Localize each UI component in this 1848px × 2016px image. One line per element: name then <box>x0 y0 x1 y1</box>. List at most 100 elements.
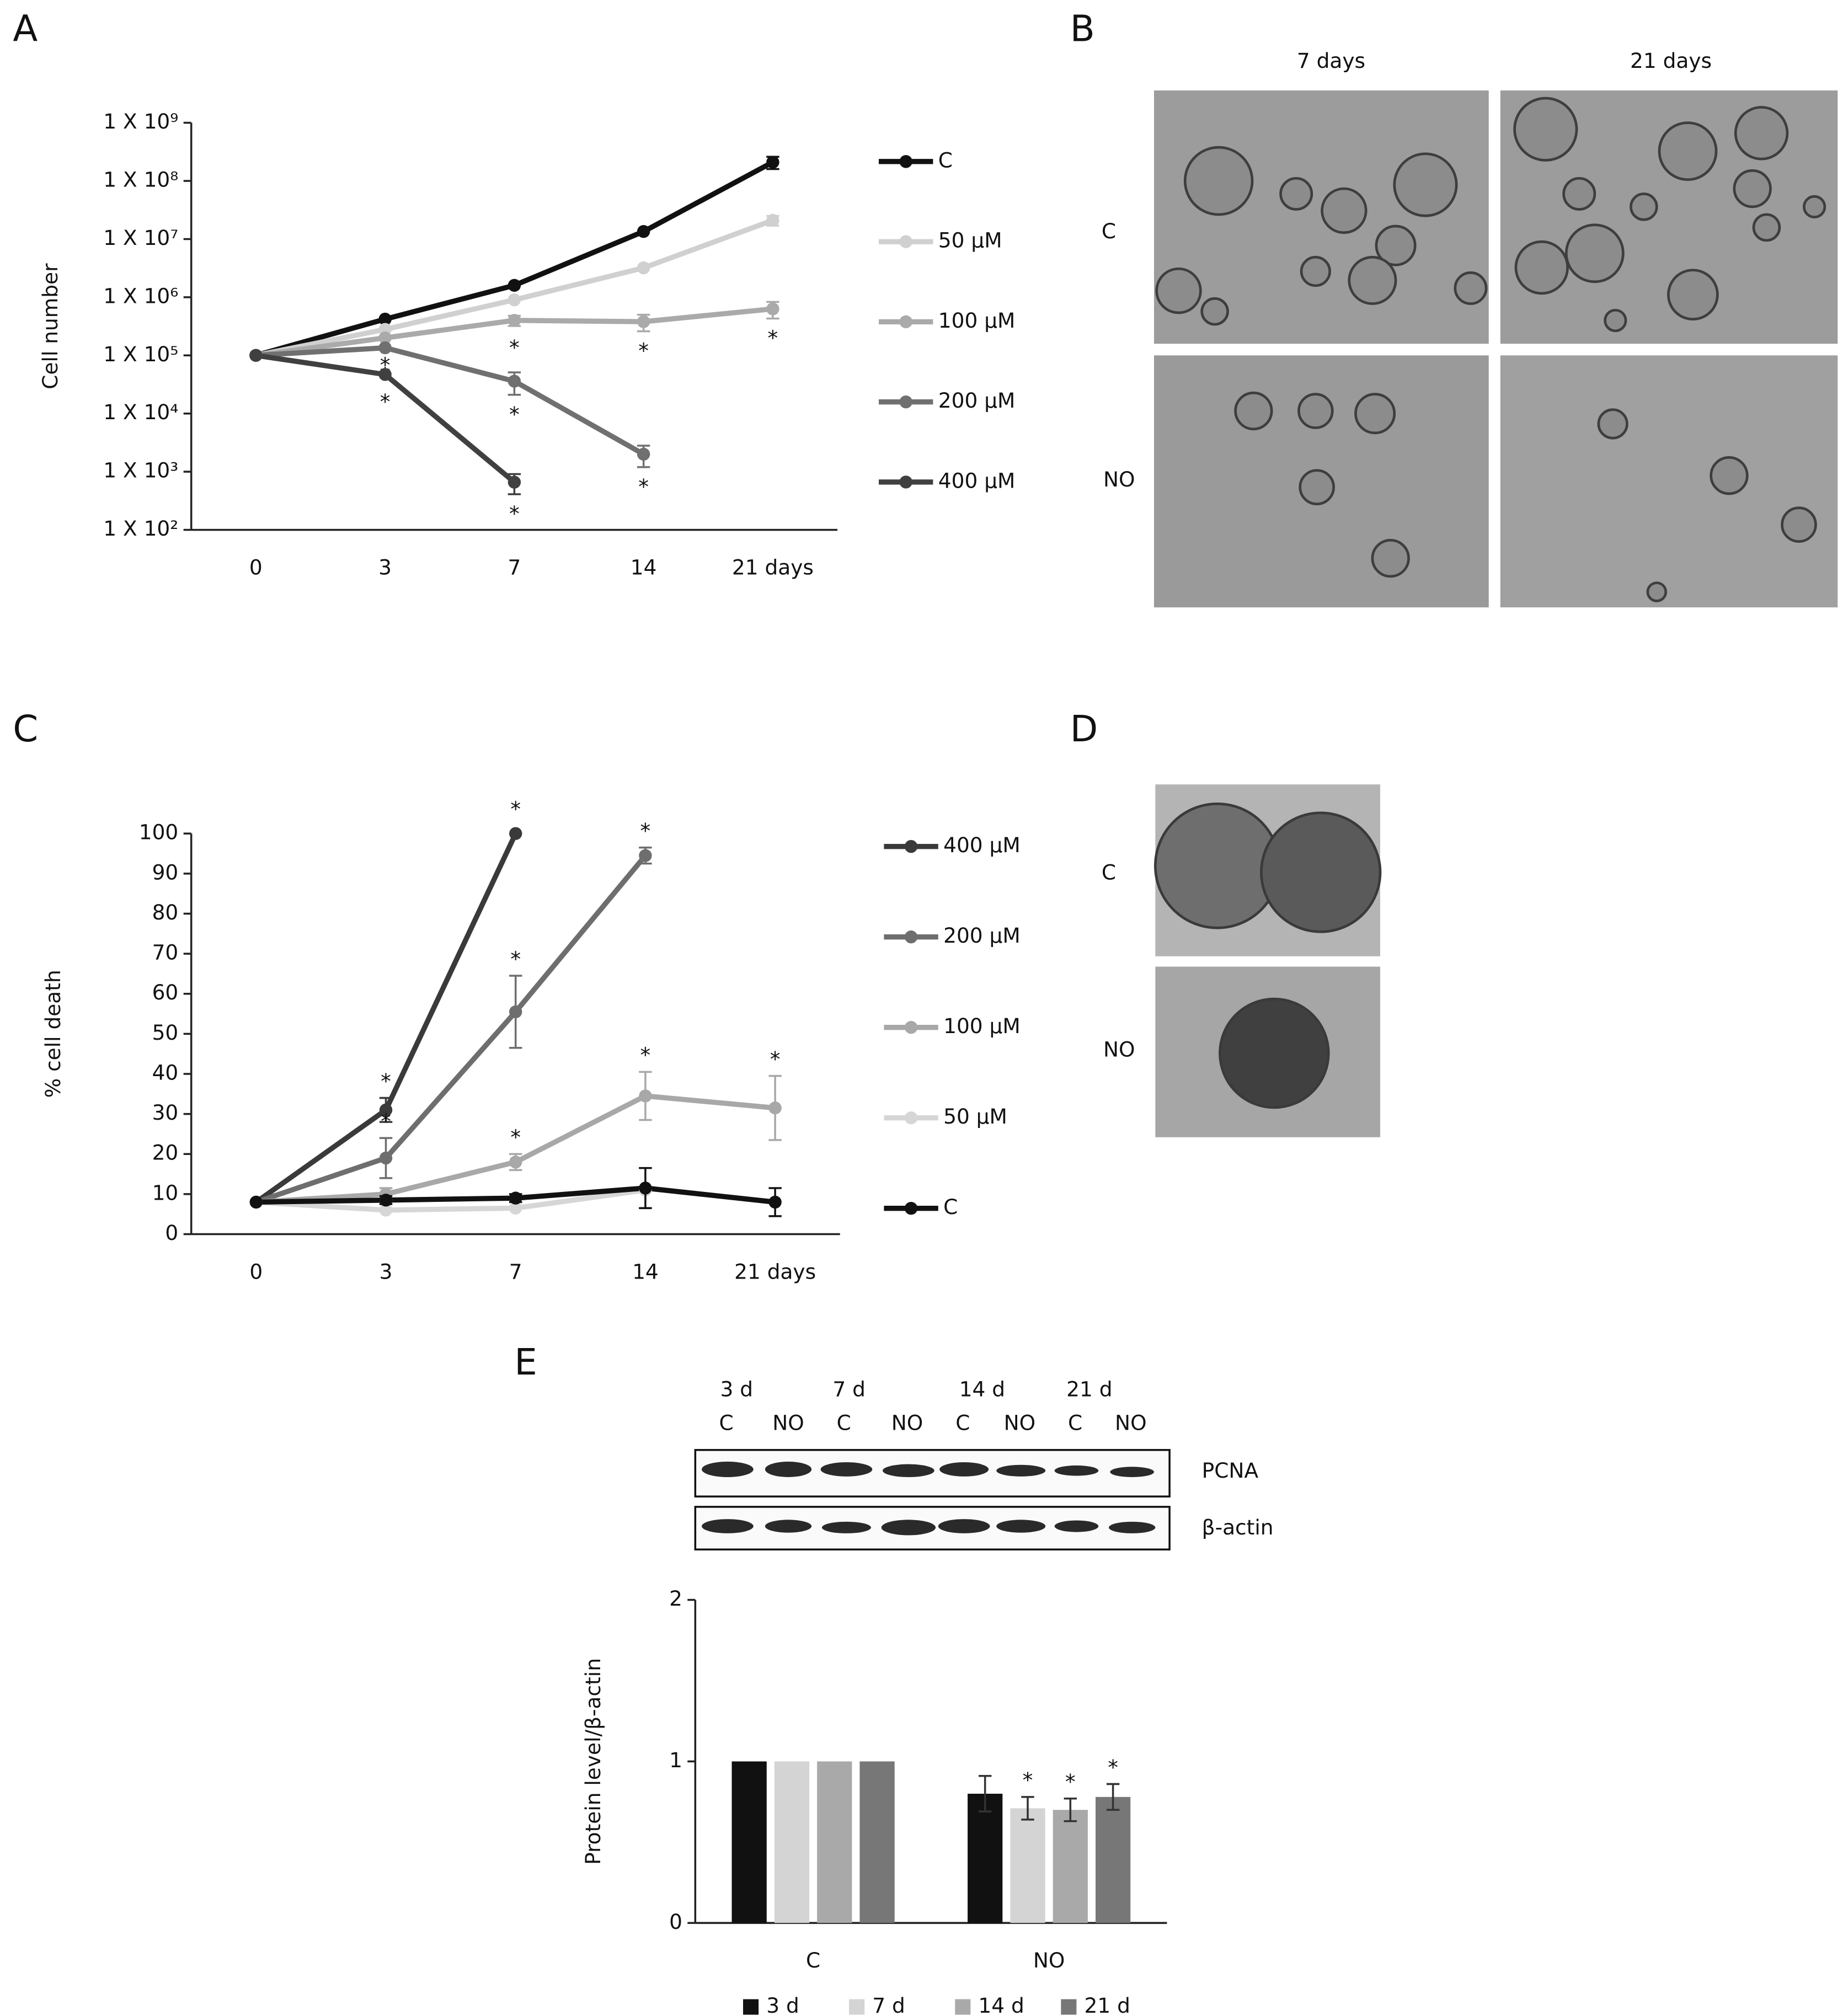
blot-lane: C <box>1068 1410 1082 1435</box>
blot-timepoint: 14 d <box>959 1377 1005 1402</box>
blot-timepoint: 7 d <box>832 1377 866 1402</box>
row-label: C <box>1102 860 1116 884</box>
data-point <box>509 1005 522 1019</box>
legend-swatch <box>849 1999 865 2015</box>
panel-label: C <box>13 708 38 750</box>
y-axis-label: Cell number <box>38 263 62 389</box>
significance-marker: * <box>640 819 651 843</box>
legend-label: 3 d <box>766 1993 799 2016</box>
y-tick-label: 1 X 10⁶ <box>103 284 178 308</box>
data-point <box>379 1204 393 1217</box>
panel-label: A <box>13 8 38 50</box>
significance-marker: * <box>638 339 649 363</box>
bar <box>731 1761 767 1923</box>
legend-label: 7 d <box>872 1993 905 2016</box>
legend-swatch <box>899 155 912 168</box>
significance-marker: * <box>768 326 778 350</box>
data-point <box>766 156 779 169</box>
bar <box>1095 1796 1131 1923</box>
data-point <box>379 1103 393 1117</box>
blot-protein: PCNA <box>1202 1458 1259 1483</box>
data-point <box>766 302 779 315</box>
data-point <box>509 1191 522 1205</box>
micrograph <box>1153 90 1838 608</box>
blot-lane: NO <box>1004 1410 1036 1435</box>
significance-marker: * <box>510 1125 521 1149</box>
column-label: 21 days <box>1630 49 1712 73</box>
micrograph <box>1153 784 1382 1137</box>
data-point <box>378 368 392 381</box>
y-tick-label: 60 <box>152 980 179 1004</box>
legend-swatch <box>899 235 912 248</box>
data-point <box>637 261 650 275</box>
legend-swatch <box>743 1999 759 2015</box>
column-label: 7 days <box>1297 49 1365 73</box>
legend-swatch <box>955 1999 971 2015</box>
bar <box>774 1761 810 1923</box>
legend-label: 100 µM <box>938 308 1016 333</box>
y-tick-label: 1 <box>669 1748 682 1772</box>
data-point <box>378 331 392 345</box>
blot-lane: C <box>837 1410 851 1435</box>
x-tick-label: 0 <box>249 555 263 579</box>
data-point <box>639 1089 652 1103</box>
panel-label: E <box>514 1341 537 1383</box>
significance-marker: * <box>380 389 391 414</box>
data-point <box>768 1195 782 1209</box>
y-tick-label: 50 <box>152 1020 179 1045</box>
data-point <box>249 349 263 362</box>
panel-label: D <box>1070 708 1098 750</box>
bar <box>1010 1808 1045 1923</box>
significance-marker: * <box>510 946 521 971</box>
significance-marker: * <box>381 1069 391 1093</box>
x-tick-label: 3 <box>378 555 392 579</box>
data-point <box>379 1151 393 1165</box>
row-label: NO <box>1103 467 1135 491</box>
significance-marker: * <box>509 402 520 426</box>
x-tick-label: 21 days <box>734 1259 816 1284</box>
data-point <box>509 827 522 840</box>
blot-lane: NO <box>1115 1410 1147 1435</box>
blot-lane: C <box>719 1410 733 1435</box>
y-tick-label: 70 <box>152 940 179 965</box>
series-line <box>256 1187 646 1213</box>
y-tick-label: 90 <box>152 860 179 884</box>
significance-marker: * <box>509 335 520 360</box>
legend-label: 50 µM <box>943 1104 1007 1129</box>
significance-marker: * <box>770 1047 781 1071</box>
blot <box>694 1449 1171 1550</box>
y-tick-label: 1 X 10⁷ <box>103 226 178 250</box>
panel-label: B <box>1070 8 1095 50</box>
legend-swatch <box>904 1201 918 1215</box>
y-tick-label: 20 <box>152 1141 179 1165</box>
data-point <box>379 1194 393 1207</box>
legend-label: 14 d <box>978 1993 1024 2016</box>
y-tick-label: 10 <box>152 1180 179 1205</box>
y-tick-label: 40 <box>152 1060 179 1084</box>
legend-swatch <box>899 395 912 409</box>
data-point <box>768 1101 782 1115</box>
series-line <box>255 345 645 457</box>
x-tick-label: 7 <box>508 555 521 579</box>
y-tick-label: 1 X 10² <box>103 516 178 541</box>
legend-swatch <box>904 1020 918 1034</box>
significance-marker: * <box>1065 1769 1076 1794</box>
data-point <box>508 279 521 292</box>
significance-marker: * <box>381 1109 391 1133</box>
bar <box>968 1794 1003 1923</box>
significance-marker: * <box>509 501 520 526</box>
data-point <box>509 1156 522 1169</box>
blot-lane: C <box>955 1410 970 1435</box>
legend-label: C <box>943 1195 958 1219</box>
y-axis-label: Protein level/β-actin <box>581 1658 605 1865</box>
significance-marker: * <box>1023 1768 1033 1792</box>
data-point <box>508 475 521 489</box>
legend-swatch <box>1061 1999 1077 2015</box>
legend-label: 100 µM <box>943 1014 1021 1038</box>
x-tick-label: NO <box>1033 1948 1065 1972</box>
x-tick-label: 14 <box>631 555 657 579</box>
x-tick-label: 21 days <box>732 555 814 579</box>
legend-swatch <box>904 839 918 853</box>
data-point <box>766 213 779 227</box>
data-point <box>378 312 392 326</box>
